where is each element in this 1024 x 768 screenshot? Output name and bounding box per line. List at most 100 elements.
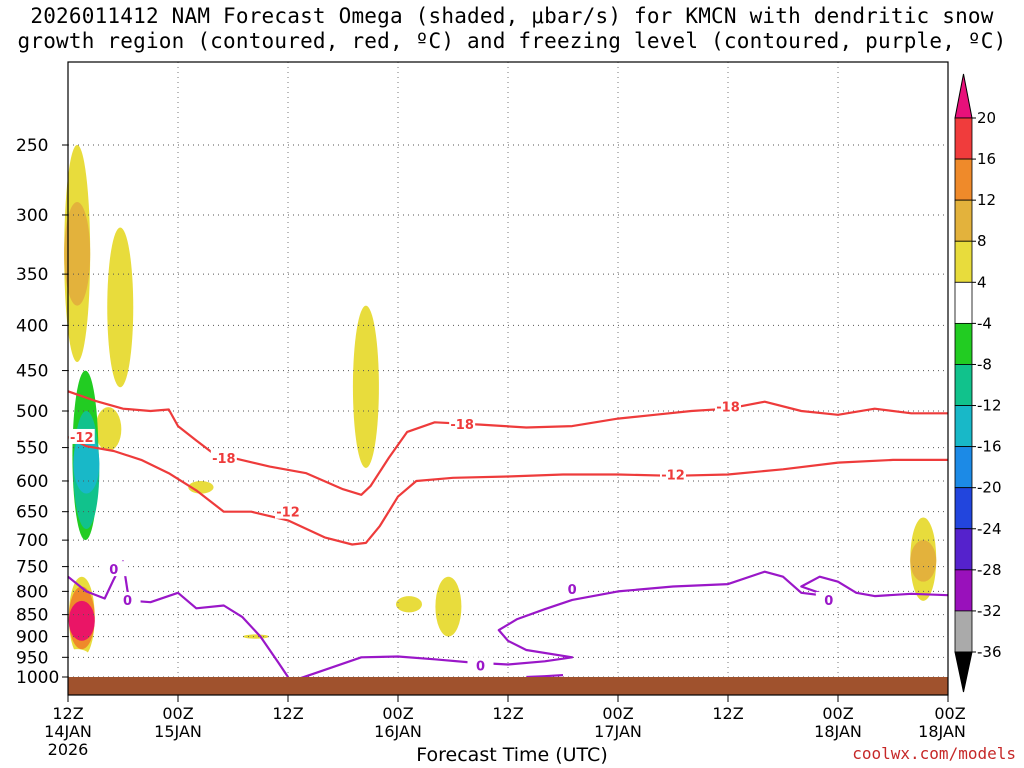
y-tick-label: 850	[16, 606, 48, 626]
y-tick-label: 700	[16, 531, 48, 551]
colorbar-bin	[954, 281, 973, 324]
x-tick-time: 00Z	[602, 704, 633, 723]
colorbar-bin	[954, 610, 973, 653]
title-line-2: growth region (contoured, red, ºC) and f…	[17, 29, 1007, 53]
omega-blob	[910, 540, 937, 582]
contours: -12 -12 -12 -18 -18 -18 0 0 0 0 0	[67, 390, 949, 682]
chart-title: 2026011412 NAM Forecast Omega (shaded, μ…	[0, 4, 1024, 54]
contour-zero-label-bg	[467, 657, 494, 673]
omega-blob	[64, 649, 90, 664]
contour-minus12-label: -12	[70, 431, 94, 446]
x-tick-time: 12Z	[272, 704, 303, 723]
contour-minus18-label: -18	[212, 452, 236, 467]
colorbar-bin	[954, 158, 973, 201]
y-axis: 250 300 350 400 450 500 550 600 650 700 750 800 8509…	[16, 136, 68, 688]
contour-minus12-label-bg	[68, 428, 95, 444]
x-tick-date: 17JAN	[594, 722, 642, 741]
y-tick-label: 350	[16, 265, 48, 285]
omega-shading	[64, 145, 937, 664]
x-tick-time: 00Z	[162, 704, 193, 723]
omega-blob	[352, 305, 379, 468]
terrain	[68, 677, 948, 695]
omega-blob	[107, 227, 134, 388]
x-tick-time: 00Z	[934, 704, 965, 723]
contour-minus12-label: -12	[276, 506, 300, 521]
y-tick-label: 750	[16, 558, 48, 578]
contour-zero-label-bg	[815, 591, 842, 607]
omega-blob	[68, 600, 95, 641]
colorbar-bin	[954, 446, 973, 489]
y-tick-label: 650	[16, 503, 48, 523]
x-tick-time: 12Z	[52, 704, 83, 723]
contour-minus18-label: -18	[450, 418, 474, 433]
credit-text: coolwx.com/models	[852, 744, 1016, 763]
colorbar-label: 20	[977, 109, 996, 127]
y-tick-label: 1000	[16, 668, 59, 688]
contour-zero-label: 0	[476, 659, 485, 674]
omega-blob	[112, 474, 138, 572]
colorbar-bin	[954, 322, 973, 365]
omega-blob	[64, 201, 91, 306]
colorbar-label: -32	[977, 602, 1002, 620]
x-tick-year: 2026	[48, 740, 89, 759]
y-tick-label: 900	[16, 628, 48, 648]
x-tick-time: 00Z	[822, 704, 853, 723]
colorbar-bin	[954, 569, 973, 612]
colorbar-bottom-arrow	[954, 651, 973, 693]
contour-minus12-line	[67, 436, 948, 546]
colorbar-bin	[954, 117, 973, 160]
colorbar-label: -12	[977, 397, 1002, 415]
colorbar-label: 4	[977, 273, 987, 291]
colorbar-label: 16	[977, 150, 996, 168]
colorbar-bin	[954, 364, 973, 406]
y-tick-label: 300	[16, 206, 48, 226]
x-axis-label: Forecast Time (UTC)	[416, 744, 608, 766]
contour-minus12-label-bg	[660, 466, 686, 482]
x-tick-time: 00Z	[382, 704, 413, 723]
contour-zero-line	[67, 560, 289, 678]
contour-zero-label-bg	[100, 561, 127, 577]
colorbar-label: -20	[977, 479, 1002, 497]
contour-minus12-label-bg	[275, 503, 301, 519]
colorbar-label: -24	[977, 520, 1002, 538]
omega-blob	[435, 576, 462, 637]
y-tick-label: 450	[16, 362, 48, 382]
x-tick-date: 18JAN	[918, 722, 966, 741]
omega-blob	[95, 407, 122, 452]
grid	[68, 62, 948, 695]
colorbar-label: -28	[977, 561, 1002, 579]
y-tick-label: 500	[16, 402, 48, 422]
omega-blob	[242, 634, 269, 639]
x-tick-date: 15JAN	[154, 722, 202, 741]
contour-minus18-label: -18	[716, 400, 740, 415]
contour-minus18-label-bg	[210, 449, 237, 465]
y-tick-label: 400	[16, 316, 48, 336]
contour-zero-label: 0	[824, 594, 833, 609]
x-tick-date: 14JAN	[44, 722, 92, 741]
contour-zero-line	[526, 674, 564, 679]
omega-blob	[396, 596, 422, 613]
title-line-1: 2026011412 NAM Forecast Omega (shaded, μ…	[30, 4, 994, 28]
colorbar-bin	[954, 240, 973, 283]
contour-zero-label-bg	[114, 591, 141, 607]
y-tick-label: 250	[16, 136, 48, 156]
contour-zero-label: 0	[109, 563, 118, 578]
contour-minus18-label-bg	[715, 398, 741, 414]
contour-zero-line	[292, 570, 949, 682]
colorbar: 20 16 12 8 4 -4 -8 -12 -16 -20 -24 -28 -32 -36	[954, 73, 1002, 693]
colorbar-label: -16	[977, 438, 1002, 456]
colorbar-label: 8	[977, 232, 987, 250]
contour-zero-label: 0	[123, 594, 132, 609]
x-tick-time: 12Z	[712, 704, 743, 723]
x-tick-date: 18JAN	[814, 722, 862, 741]
colorbar-bin	[954, 487, 973, 530]
y-tick-label: 600	[16, 472, 48, 492]
contour-minus18-line	[67, 390, 948, 496]
y-tick-label: 550	[16, 439, 48, 459]
colorbar-label: -8	[977, 355, 992, 373]
colorbar-label: 12	[977, 191, 996, 209]
colorbar-label: -4	[977, 314, 992, 332]
colorbar-bin	[954, 528, 973, 571]
y-tick-label: 800	[16, 582, 48, 602]
